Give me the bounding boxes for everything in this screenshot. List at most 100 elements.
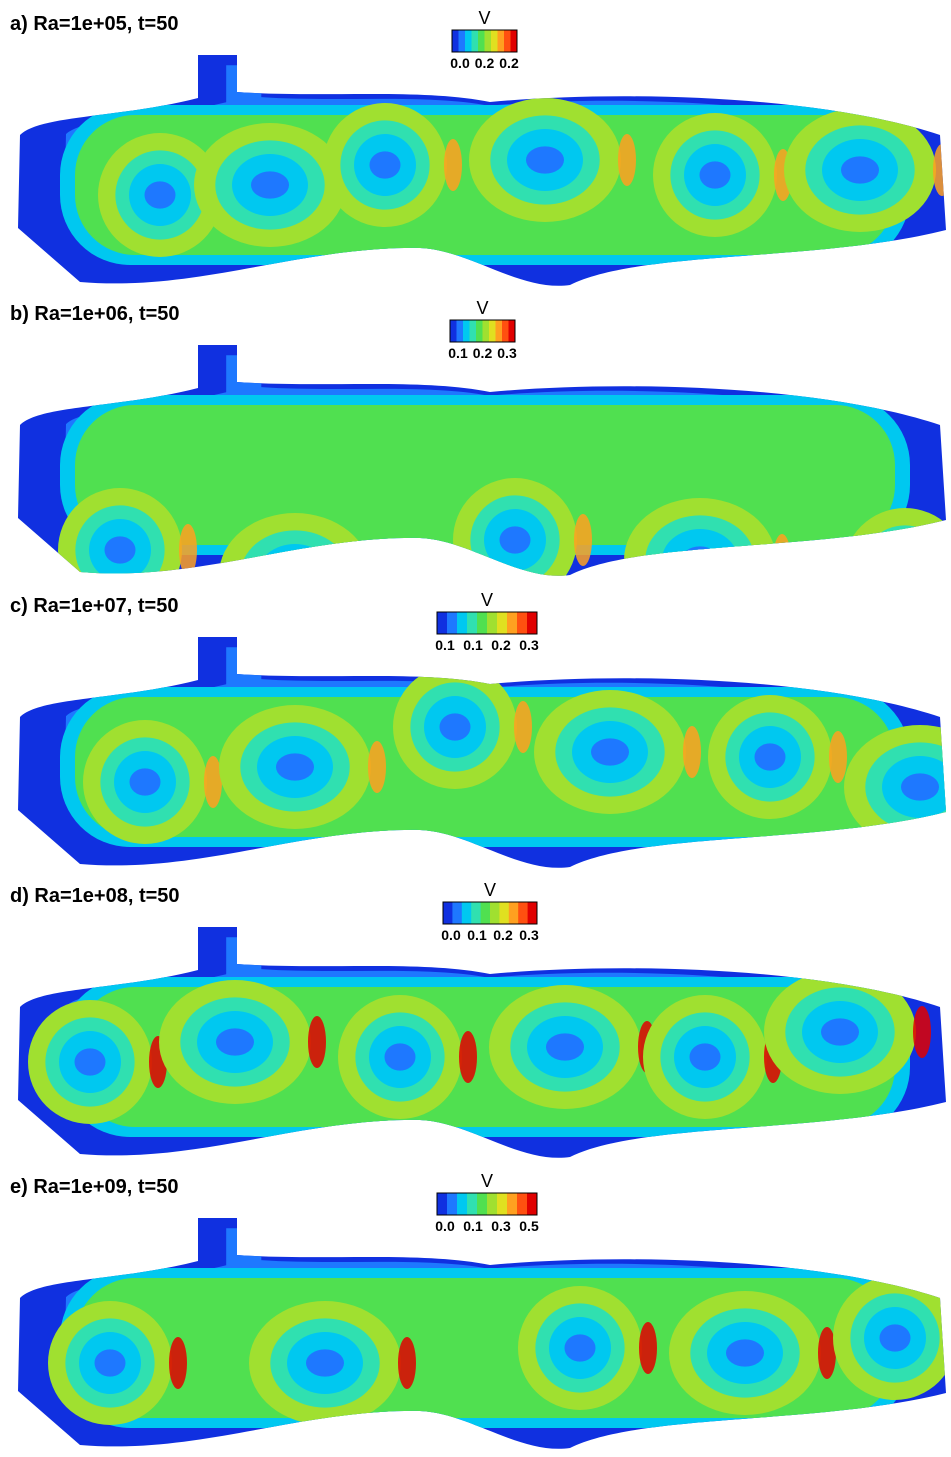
- colorbar-title: V: [476, 298, 488, 318]
- colorbar-swatch: [527, 612, 538, 634]
- panel: c) Ra=1e+07, t=50 V 0.1 0.1 0.2 0.3: [10, 590, 946, 868]
- hot-spot: [933, 144, 946, 196]
- hot-spot: [829, 731, 847, 783]
- panel-label: b) Ra=1e+06, t=50: [10, 303, 180, 325]
- colorbar-title: V: [481, 590, 493, 610]
- panel: a) Ra=1e+05, t=50 V 0.0 0.2 0.2: [10, 8, 946, 286]
- field: [58, 355, 946, 576]
- colorbar-title: V: [478, 8, 490, 28]
- vortex-ring: [645, 515, 755, 576]
- vortex-core: [681, 546, 719, 574]
- hot-spot: [398, 1337, 416, 1389]
- colorbar-swatch: [437, 612, 448, 634]
- vortex-core: [369, 151, 401, 179]
- vortex-core: [526, 146, 564, 174]
- panel-label: e) Ra=1e+09, t=50: [10, 1176, 178, 1198]
- colorbar-tick: 0.0: [435, 1218, 455, 1234]
- colorbar-swatch: [497, 612, 508, 634]
- colorbar-tick: 0.0: [441, 927, 461, 943]
- vortex-core: [879, 1324, 911, 1352]
- colorbar-swatch: [452, 902, 463, 924]
- colorbar-swatch: [471, 902, 482, 924]
- colorbar-swatch: [478, 30, 485, 52]
- colorbar-tick: 0.2: [475, 55, 495, 71]
- vortex-core: [821, 1018, 859, 1046]
- colorbar-swatch: [495, 320, 503, 342]
- colorbar-swatch: [477, 1193, 488, 1215]
- hot-spot: [179, 524, 197, 576]
- colorbar-swatch: [467, 1193, 478, 1215]
- colorbar-swatch: [518, 902, 529, 924]
- vortex-core: [689, 1043, 721, 1071]
- colorbar-swatch: [461, 902, 472, 924]
- hot-spot: [913, 1006, 931, 1058]
- colorbar-tick: 0.3: [519, 637, 539, 653]
- hot-spot: [574, 514, 592, 566]
- vortex-core: [276, 753, 314, 781]
- colorbar-tick: 0.3: [497, 345, 517, 361]
- vortex-core: [384, 1043, 416, 1071]
- vortex-core: [439, 713, 471, 741]
- colorbar-tick: 0.1: [435, 637, 455, 653]
- colorbar-swatch: [490, 902, 500, 924]
- vortex-core: [591, 738, 629, 766]
- colorbar-frame: [451, 29, 518, 53]
- vortex-core: [104, 536, 136, 564]
- panel-label: a) Ra=1e+05, t=50: [10, 13, 178, 35]
- hot-spot: [444, 139, 462, 191]
- vortex-core: [129, 768, 161, 796]
- panel: b) Ra=1e+06, t=50 V 0.1 0.2 0.3: [10, 298, 946, 576]
- colorbar-swatch: [497, 1193, 508, 1215]
- colorbar-tick: 0.5: [519, 1218, 539, 1234]
- colorbar-swatch: [510, 30, 518, 52]
- field: [60, 65, 946, 265]
- colorbar-tick: 0.2: [493, 927, 513, 943]
- colorbar-swatch: [489, 320, 496, 342]
- colorbar-swatch: [450, 320, 457, 342]
- vortex-ring: [257, 544, 333, 576]
- hot-spot: [683, 726, 701, 778]
- colorbar-swatch: [469, 320, 477, 342]
- colorbar-swatch: [480, 902, 491, 924]
- colorbar-tick: 0.2: [491, 637, 511, 653]
- colorbar-tick: 0.2: [499, 55, 519, 71]
- hot-spot: [204, 756, 222, 808]
- colorbar-swatch: [484, 30, 492, 52]
- hot-spot: [618, 134, 636, 186]
- colorbar-swatch: [463, 320, 470, 342]
- vortex-core: [546, 1033, 584, 1061]
- colorbar-swatch: [458, 30, 466, 52]
- colorbar-title: V: [484, 880, 496, 900]
- hot-spot: [169, 1337, 187, 1389]
- vortex-core: [306, 1349, 344, 1377]
- hot-spot: [368, 741, 386, 793]
- vortex-core: [841, 156, 879, 184]
- hot-spot: [818, 1327, 836, 1379]
- colorbar-swatch: [443, 902, 453, 924]
- colorbar-tick: 0.1: [463, 1218, 483, 1234]
- colorbar-swatch: [497, 30, 505, 52]
- colorbar-tick: 0.0: [450, 55, 470, 71]
- colorbar-tick: 0.1: [463, 637, 483, 653]
- vortex-core: [699, 161, 731, 189]
- hot-spot: [639, 1322, 657, 1374]
- colorbar-swatch: [508, 320, 516, 342]
- colorbar-frame: [442, 901, 538, 925]
- vortex-core: [499, 526, 531, 554]
- vortex-core: [216, 1028, 254, 1056]
- colorbar-tick: 0.2: [473, 345, 493, 361]
- vortex-core: [889, 556, 921, 576]
- colorbar-swatch: [527, 1193, 538, 1215]
- panel-label: c) Ra=1e+07, t=50: [10, 595, 178, 617]
- colorbar-tick: 0.1: [467, 927, 487, 943]
- vortex-core: [901, 773, 939, 801]
- colorbar-title: V: [481, 1171, 493, 1191]
- colorbar-swatch: [447, 1193, 458, 1215]
- colorbar-swatch: [527, 902, 538, 924]
- colorbar-tick: 0.1: [448, 345, 468, 361]
- colorbar-swatch: [487, 1193, 498, 1215]
- colorbar-swatch: [482, 320, 490, 342]
- vortex-core: [74, 1048, 106, 1076]
- hot-spot: [773, 534, 791, 576]
